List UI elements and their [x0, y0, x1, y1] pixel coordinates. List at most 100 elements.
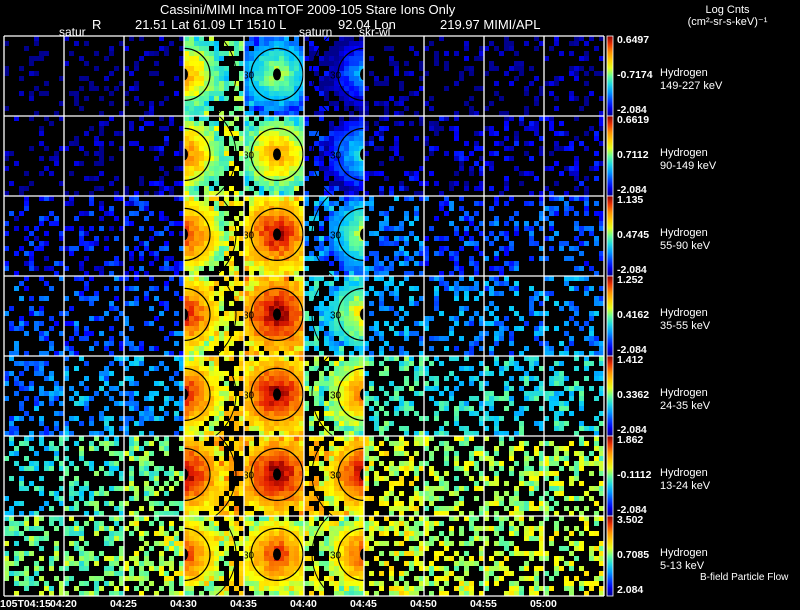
heat-cell [279, 226, 284, 231]
heat-cell [179, 296, 184, 301]
heat-cell [279, 331, 284, 336]
heat-cell [459, 406, 464, 411]
contour-30-circle [250, 47, 304, 102]
heat-cell [204, 256, 209, 261]
heat-cell [489, 276, 494, 281]
heat-cell [254, 51, 259, 56]
heat-cell [454, 156, 459, 161]
heat-cell [109, 91, 114, 96]
heat-cell [174, 381, 179, 386]
heat-cell [299, 336, 304, 341]
heat-cell [419, 296, 424, 301]
panel-5-0 [4, 436, 64, 516]
heat-cell [259, 311, 264, 316]
heat-cell [314, 416, 319, 421]
heat-cell [294, 141, 299, 146]
heat-cell [254, 66, 259, 71]
heat-cell [354, 256, 359, 261]
heat-cell [259, 126, 264, 131]
heat-cell [314, 331, 319, 336]
heat-cell [299, 291, 304, 296]
heat-cell [344, 431, 349, 436]
heat-cell [184, 276, 189, 281]
heat-cell [529, 296, 534, 301]
heat-cell [279, 96, 284, 101]
heat-cell [89, 226, 94, 231]
heat-cell [394, 356, 399, 361]
heat-cell [459, 161, 464, 166]
heat-cell [389, 261, 394, 266]
heat-cell [244, 51, 249, 56]
heat-cell [374, 171, 379, 176]
heat-cell [199, 221, 204, 226]
heat-cell [319, 321, 324, 326]
heat-cell [449, 221, 454, 226]
heat-cell [394, 226, 399, 231]
heat-cell [544, 341, 549, 346]
heat-cell [149, 411, 154, 416]
heat-cell [389, 421, 394, 426]
heat-cell [534, 221, 539, 226]
heat-cell [54, 451, 59, 456]
heat-cell [109, 326, 114, 331]
heat-cell [129, 466, 134, 471]
heat-cell [329, 201, 334, 206]
heat-cell [279, 111, 284, 116]
heat-cell [279, 141, 284, 146]
heat-cell [84, 96, 89, 101]
heat-cell [379, 271, 384, 276]
heat-cell [214, 386, 219, 391]
heat-cell [299, 121, 304, 126]
heat-cell [294, 471, 299, 476]
heat-cell [64, 466, 69, 471]
heat-cell [329, 406, 334, 411]
heat-cell [294, 366, 299, 371]
heat-cell [99, 331, 104, 336]
heat-cell [369, 336, 374, 341]
heat-cell [189, 296, 194, 301]
heat-cell [194, 466, 199, 471]
heat-cell [314, 391, 319, 396]
heat-cell [49, 431, 54, 436]
heat-cell [329, 261, 334, 266]
heat-cell [479, 291, 484, 296]
heat-cell [264, 436, 269, 441]
heat-cell [279, 491, 284, 496]
heat-cell [129, 121, 134, 126]
heat-cell [334, 251, 339, 256]
heat-cell [319, 81, 324, 86]
heat-cell [469, 106, 474, 111]
heat-cell [209, 281, 214, 286]
heat-cell [49, 196, 54, 201]
heat-cell [584, 191, 589, 196]
heat-cell [399, 261, 404, 266]
heat-cell [539, 136, 544, 141]
heat-cell [289, 451, 294, 456]
heat-cell [339, 146, 344, 151]
heat-cell [204, 346, 209, 351]
heat-cell [214, 491, 219, 496]
heat-cell [374, 271, 379, 276]
heat-cell [149, 346, 154, 351]
heat-cell [54, 216, 59, 221]
heat-cell [349, 371, 354, 376]
heat-cell [74, 466, 79, 471]
heat-cell [184, 386, 189, 391]
heat-cell [359, 296, 364, 301]
heat-cell [139, 431, 144, 436]
heat-cell [274, 456, 279, 461]
heat-cell [284, 236, 289, 241]
heat-cell [209, 331, 214, 336]
heat-cell [349, 391, 354, 396]
heat-cell [539, 191, 544, 196]
heat-cell [574, 66, 579, 71]
heat-cell [344, 301, 349, 306]
heat-cell [549, 211, 554, 216]
heat-cell [464, 186, 469, 191]
heat-cell [229, 161, 234, 166]
heat-cell [394, 291, 399, 296]
heat-cell [149, 451, 154, 456]
heat-cell [119, 476, 124, 481]
heat-cell [304, 336, 309, 341]
heat-cell [334, 301, 339, 306]
